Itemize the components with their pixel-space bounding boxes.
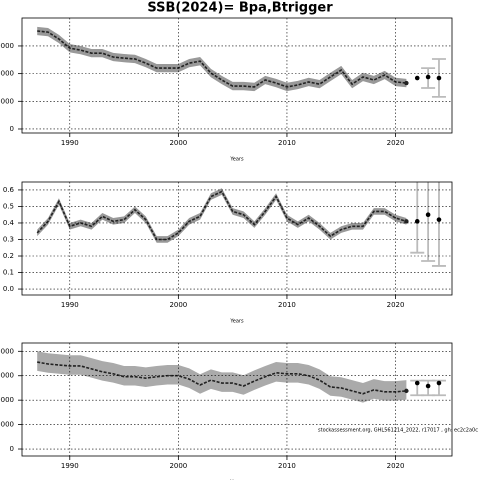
x-tick-label: 2000	[169, 301, 187, 309]
x-tick-label: 1990	[61, 139, 79, 147]
annotation: stockassessment.org, GHL561214_2022, r17…	[318, 428, 478, 434]
forecast-point	[414, 380, 420, 386]
y-tick-label: 100000	[0, 97, 14, 105]
y-tick-label: 200000	[0, 70, 14, 78]
y-tick-label: 0.5	[3, 202, 14, 210]
forecast-point	[425, 383, 431, 389]
forecast-point	[425, 212, 431, 218]
y-tick-label: 0.4	[3, 219, 15, 227]
x-axis-label: Years	[229, 157, 244, 163]
forecast-point	[436, 380, 442, 386]
confidence-band	[37, 188, 407, 243]
confidence-band	[37, 26, 407, 92]
estimate-line	[37, 30, 407, 88]
y-tick-label: 200000	[0, 347, 14, 355]
y-tick-label: 100000	[0, 396, 14, 404]
error-bar	[421, 182, 436, 262]
x-tick-label: 2020	[387, 462, 405, 470]
y-tick-label: 0.6	[3, 186, 15, 194]
y-tick-label: 0.3	[3, 235, 14, 243]
y-tick-label: 150000	[0, 372, 14, 380]
chart-title: SSB(2024)= Bpa,Btrigger	[147, 1, 333, 16]
x-tick-label: 1990	[61, 301, 79, 309]
plot-area	[37, 26, 446, 98]
forecast-point	[436, 75, 442, 81]
axes-frame	[21, 17, 453, 134]
estimate-line	[37, 361, 407, 395]
y-tick-label: 0	[10, 445, 14, 453]
forecast-point	[414, 75, 420, 81]
error-bar	[410, 182, 425, 254]
axes-frame	[21, 342, 453, 457]
confidence-band	[37, 351, 407, 403]
last-point	[404, 80, 409, 86]
x-tick-label: 2020	[387, 301, 405, 309]
estimate-line	[36, 190, 407, 241]
x-axis-label: Years	[229, 319, 244, 325]
x-tick-label: 2010	[278, 301, 296, 309]
y-tick-label: 0.0	[3, 285, 14, 293]
x-tick-label: 2010	[278, 462, 296, 470]
last-point	[404, 219, 409, 224]
x-tick-label: 2000	[169, 462, 187, 470]
x-tick-label: 2020	[387, 139, 405, 147]
y-tick-label: 300000	[0, 42, 14, 50]
x-tick-label: 1990	[61, 462, 79, 470]
y-tick-label: 0.2	[3, 252, 14, 260]
axes-frame	[21, 181, 453, 296]
plot-area	[36, 182, 446, 267]
x-tick-label: 2010	[278, 139, 296, 147]
y-tick-label: 50000	[0, 421, 14, 429]
plot-area	[37, 351, 446, 403]
forecast-point	[425, 74, 431, 80]
y-tick-label: 0.1	[3, 269, 14, 277]
last-point	[404, 388, 409, 394]
forecast-point	[414, 219, 420, 224]
forecast-point	[436, 217, 442, 222]
x-tick-label: 2000	[169, 139, 187, 147]
y-tick-label: 0	[10, 125, 14, 133]
